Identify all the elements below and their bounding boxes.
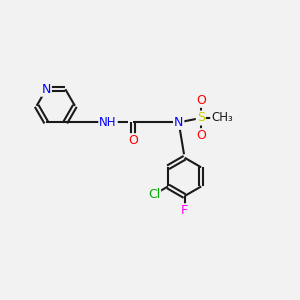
Text: Cl: Cl	[148, 188, 160, 201]
Text: F: F	[181, 204, 188, 217]
Text: O: O	[196, 94, 206, 107]
Text: O: O	[196, 129, 206, 142]
Text: CH₃: CH₃	[211, 112, 233, 124]
Text: N: N	[174, 116, 183, 129]
Text: N: N	[41, 83, 51, 96]
Text: NH: NH	[99, 116, 117, 129]
Text: S: S	[197, 112, 205, 124]
Text: O: O	[128, 134, 138, 147]
